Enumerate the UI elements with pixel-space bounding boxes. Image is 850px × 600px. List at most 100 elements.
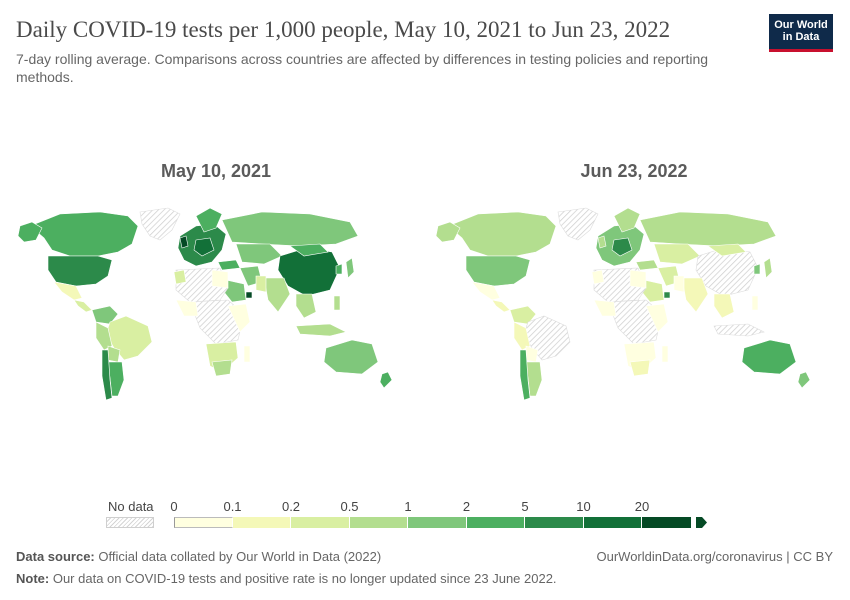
greenland[interactable] — [139, 207, 181, 241]
korea[interactable] — [753, 263, 761, 275]
footer-url[interactable]: OurWorldinData.org/coronavirus | CC BY — [596, 549, 833, 564]
map-label-left: May 10, 2021 — [160, 161, 272, 181]
legend-tick-label: 5 — [521, 499, 529, 514]
legend-tick-label: 0.1 — [223, 499, 242, 514]
japan[interactable] — [345, 257, 355, 279]
logo-line-2: in Data — [782, 31, 820, 43]
russia[interactable] — [221, 211, 359, 247]
turkey[interactable] — [635, 259, 659, 271]
east-africa[interactable] — [227, 303, 251, 333]
libya-egypt[interactable] — [629, 269, 647, 289]
alaska[interactable] — [17, 221, 43, 243]
philippines[interactable] — [333, 295, 341, 311]
legend-no-data-label: No data — [108, 499, 154, 514]
scandinavia[interactable] — [613, 207, 641, 233]
chile[interactable] — [519, 349, 531, 401]
indonesia[interactable] — [713, 323, 765, 337]
legend-bin[interactable] — [349, 517, 408, 528]
chile[interactable] — [101, 349, 113, 401]
central-europe[interactable] — [611, 237, 633, 257]
legend-tick-label: 1 — [404, 499, 412, 514]
uae[interactable] — [245, 291, 253, 299]
southeast-asia[interactable] — [713, 293, 735, 319]
legend-tick-label: 0 — [170, 499, 178, 514]
turkey[interactable] — [217, 259, 241, 271]
legend-tick-label: 2 — [462, 499, 471, 514]
legend-tick-label: 10 — [576, 499, 591, 514]
west-africa[interactable] — [593, 299, 617, 317]
legend-bin[interactable] — [174, 517, 233, 528]
owid-logo[interactable]: Our World in Data — [769, 14, 833, 52]
map-label-right: Jun 23, 2022 — [580, 161, 688, 181]
uae[interactable] — [663, 291, 671, 299]
greenland[interactable] — [557, 207, 599, 241]
mexico[interactable] — [53, 281, 83, 301]
morocco[interactable] — [173, 269, 187, 285]
legend-bin[interactable] — [583, 517, 642, 528]
kazakhstan[interactable] — [235, 243, 283, 265]
central-europe[interactable] — [193, 237, 215, 257]
legend-tick-label: 20 — [634, 499, 650, 514]
central-america[interactable] — [491, 299, 511, 313]
west-africa[interactable] — [175, 299, 199, 317]
uk[interactable] — [597, 235, 607, 249]
russia[interactable] — [639, 211, 777, 247]
pakistan[interactable] — [255, 275, 267, 293]
source-label: Data source: — [16, 549, 95, 564]
indonesia[interactable] — [295, 323, 347, 337]
united-states[interactable] — [465, 255, 531, 287]
kazakhstan[interactable] — [653, 243, 701, 265]
legend-bin[interactable] — [466, 517, 525, 528]
note-text: Our data on COVID-19 tests and positive … — [52, 571, 557, 586]
legend-bin[interactable] — [291, 517, 350, 528]
legend-tick-label: 0.5 — [340, 499, 359, 514]
mexico[interactable] — [471, 281, 501, 301]
australia[interactable] — [323, 339, 379, 375]
footer-note: Note: Our data on COVID-19 tests and pos… — [16, 571, 557, 586]
legend-no-data-swatch[interactable] — [106, 517, 154, 528]
southeast-asia[interactable] — [295, 293, 317, 319]
morocco[interactable] — [591, 269, 605, 285]
india[interactable] — [263, 277, 291, 313]
japan[interactable] — [763, 257, 773, 279]
south-africa[interactable] — [211, 359, 233, 377]
philippines[interactable] — [751, 295, 759, 311]
colombia[interactable] — [509, 305, 537, 325]
scandinavia[interactable] — [195, 207, 223, 233]
mongolia[interactable] — [707, 243, 747, 257]
map-may-2021 — [17, 207, 393, 401]
alaska[interactable] — [435, 221, 461, 243]
central-america[interactable] — [73, 299, 93, 313]
united-states[interactable] — [47, 255, 113, 287]
uk[interactable] — [179, 235, 189, 249]
legend-arrow-icon — [696, 517, 707, 528]
libya-egypt[interactable] — [211, 269, 229, 289]
korea[interactable] — [335, 263, 343, 275]
pakistan[interactable] — [673, 275, 685, 293]
new-zealand[interactable] — [797, 371, 811, 389]
chart-title: Daily COVID-19 tests per 1,000 people, M… — [16, 17, 671, 42]
india[interactable] — [681, 277, 709, 313]
map-jun-2022 — [435, 207, 811, 401]
colombia[interactable] — [91, 305, 119, 325]
mongolia[interactable] — [289, 243, 329, 257]
legend-bin[interactable] — [525, 517, 584, 528]
canada[interactable] — [447, 211, 557, 257]
new-zealand[interactable] — [379, 371, 393, 389]
source-text[interactable]: Official data collated by Our World in D… — [98, 549, 382, 564]
legend-bin[interactable] — [232, 517, 291, 528]
south-africa[interactable] — [629, 359, 651, 377]
madagascar[interactable] — [661, 345, 669, 363]
legend-bin[interactable] — [408, 517, 467, 528]
logo-line-1: Our World — [774, 19, 828, 31]
canada[interactable] — [29, 211, 139, 257]
east-africa[interactable] — [645, 303, 669, 333]
legend-tick-label: 0.2 — [281, 499, 301, 514]
chart-subtitle: 7-day rolling average. Comparisons acros… — [16, 51, 709, 85]
footer-source: Data source: Official data collated by O… — [16, 549, 381, 564]
color-legend: No data 0 0.1 0.2 0.5 1 2 5 10 20 — [100, 495, 720, 535]
legend-bin[interactable] — [642, 517, 692, 528]
madagascar[interactable] — [243, 345, 251, 363]
australia[interactable] — [741, 339, 797, 375]
